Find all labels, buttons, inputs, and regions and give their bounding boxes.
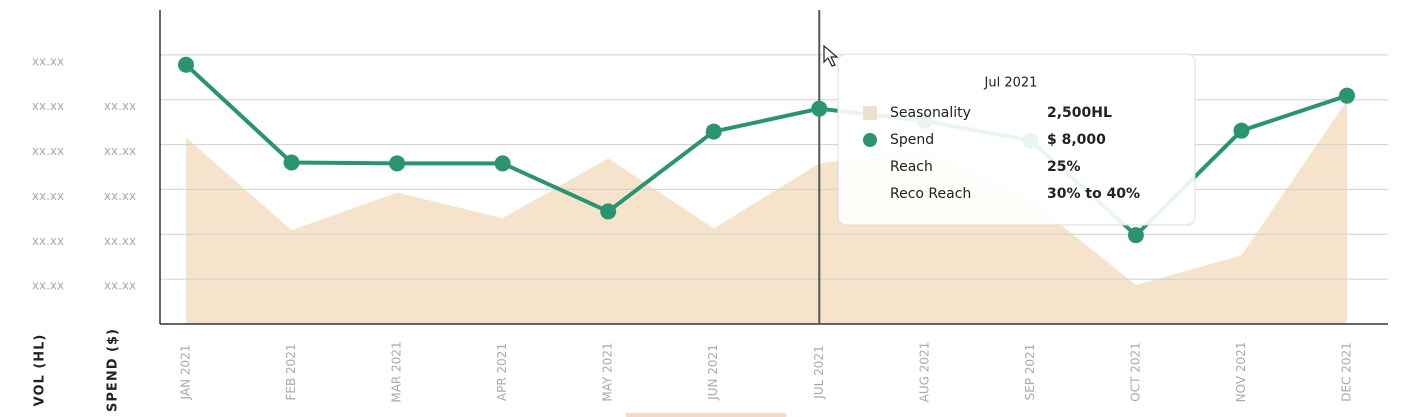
x-tick-label: JUN 2021 xyxy=(706,344,720,401)
tooltip-value: 2,500HL xyxy=(1047,105,1112,121)
tooltip-value: 25% xyxy=(1047,159,1081,175)
spend-point xyxy=(600,203,617,220)
tooltip-label: Seasonality xyxy=(890,105,971,121)
spend-point xyxy=(494,155,511,172)
spend-point xyxy=(1233,122,1250,139)
tooltip-title: Jul 2021 xyxy=(984,76,1038,91)
x-tick-label: FEB 2021 xyxy=(284,343,298,400)
spend-point xyxy=(1339,87,1355,104)
tooltip-label: Spend xyxy=(890,132,934,148)
y-tick-label: xx.xx xyxy=(32,99,64,113)
x-tick-label: SEP 2021 xyxy=(1023,344,1037,401)
tooltip-value: $ 8,000 xyxy=(1047,132,1106,148)
y-tick-label: xx.xx xyxy=(32,54,64,68)
spend-point xyxy=(811,100,828,117)
y-tick-label: xx.xx xyxy=(32,279,64,293)
x-tick-label: NOV 2021 xyxy=(1234,342,1248,403)
y-axis-title: VOL (HL) xyxy=(33,334,48,407)
scrollbar[interactable] xyxy=(626,413,786,417)
y-tick-label: xx.xx xyxy=(32,189,64,203)
y2-tick-label: xx.xx xyxy=(104,99,136,113)
x-tick-label: JUL 2021 xyxy=(812,345,826,399)
legend-swatch xyxy=(863,133,877,147)
y2-tick-label: xx.xx xyxy=(104,189,136,203)
seasonality-area xyxy=(186,100,1347,325)
spend-point xyxy=(705,123,722,140)
cursor xyxy=(823,44,839,67)
tooltip-box xyxy=(837,53,1196,226)
spend-point xyxy=(178,56,194,73)
x-tick-label: DEC 2021 xyxy=(1340,342,1354,402)
y2-tick-label: xx.xx xyxy=(104,279,136,293)
spend-point xyxy=(283,154,300,171)
legend-swatch xyxy=(863,106,877,120)
tooltip-value: 30% to 40% xyxy=(1047,186,1140,202)
x-tick-label: MAR 2021 xyxy=(390,341,404,402)
x-tick-label: OCT 2021 xyxy=(1128,342,1142,402)
x-tick-label: AUG 2021 xyxy=(917,342,931,403)
tooltip-label: Reach xyxy=(890,159,933,175)
spend-point xyxy=(389,155,406,172)
x-tick-label: MAY 2021 xyxy=(601,342,615,401)
plot xyxy=(159,10,1388,325)
x-tick-label: JAN 2021 xyxy=(179,345,193,401)
x-tick-label: APR 2021 xyxy=(495,343,509,401)
y2-tick-label: xx.xx xyxy=(104,234,136,248)
y-tick-label: xx.xx xyxy=(32,234,64,248)
tooltip: Jul 2021 Seasonality 2,500HL Spend $ 8,000 Re… xyxy=(837,53,1196,226)
y-tick-label: xx.xx xyxy=(32,144,64,158)
y2-tick-label: xx.xx xyxy=(104,144,136,158)
y2-axis-title: SPEND ($) xyxy=(106,328,121,412)
spend-point xyxy=(1127,227,1144,244)
tooltip-label: Reco Reach xyxy=(890,186,971,202)
